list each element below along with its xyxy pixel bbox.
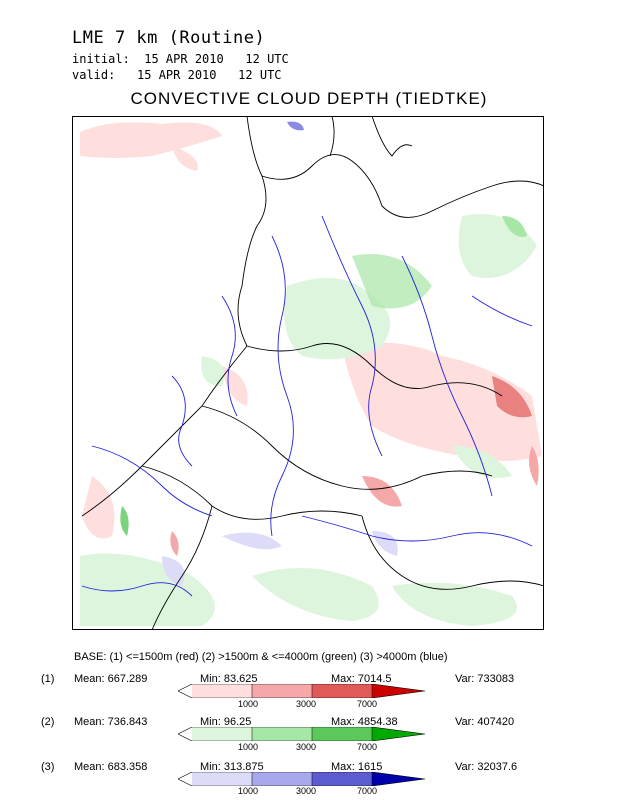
valid-time: valid: 15 APR 2010 12 UTC — [72, 68, 282, 82]
stats-var: Var: 32037.6 — [455, 761, 518, 773]
stats-var: Var: 733083 — [455, 673, 515, 685]
tick-3000: 3000 — [296, 786, 317, 796]
stats-number: (1) — [41, 673, 55, 685]
coastlines-borders — [81, 116, 544, 630]
initial-time: initial: 15 APR 2010 12 UTC — [72, 52, 289, 66]
stats-max: Max: 1615 — [331, 761, 383, 773]
tick-7000: 7000 — [357, 786, 378, 796]
tick-1000: 1000 — [238, 786, 259, 796]
stats-number: (3) — [41, 761, 55, 773]
weather-map — [72, 116, 544, 630]
color-scale-red — [178, 684, 425, 698]
stats-max: Max: 7014.5 — [331, 673, 392, 685]
color-scale-green — [178, 727, 425, 741]
stats-min: Min: 96.25 — [200, 716, 252, 728]
tick-1000: 1000 — [238, 742, 259, 752]
field-red-patches — [80, 122, 542, 616]
rivers — [81, 215, 533, 597]
tick-7000: 7000 — [357, 699, 378, 709]
field-blue-patches — [162, 121, 398, 586]
tick-3000: 3000 — [296, 742, 317, 752]
base-legend: BASE: (1) <=1500m (red) (2) >1500m & <=4… — [74, 651, 448, 663]
tick-3000: 3000 — [296, 699, 317, 709]
map-title: CONVECTIVE CLOUD DEPTH (TIEDTKE) — [130, 89, 488, 108]
stats-max: Max: 4854.38 — [331, 716, 398, 728]
stats-number: (2) — [41, 716, 55, 728]
stats-mean: Mean: 736.843 — [74, 716, 148, 728]
stats-mean: Mean: 683.358 — [74, 761, 148, 773]
stats-min: Min: 313.875 — [200, 761, 264, 773]
tick-1000: 1000 — [238, 699, 259, 709]
color-scale-blue — [178, 772, 425, 786]
stats-min: Min: 83.625 — [200, 673, 258, 685]
product-title: LME 7 km (Routine) — [72, 28, 266, 48]
tick-7000: 7000 — [357, 742, 378, 752]
stats-var: Var: 407420 — [455, 716, 515, 728]
stats-mean: Mean: 667.289 — [74, 673, 148, 685]
